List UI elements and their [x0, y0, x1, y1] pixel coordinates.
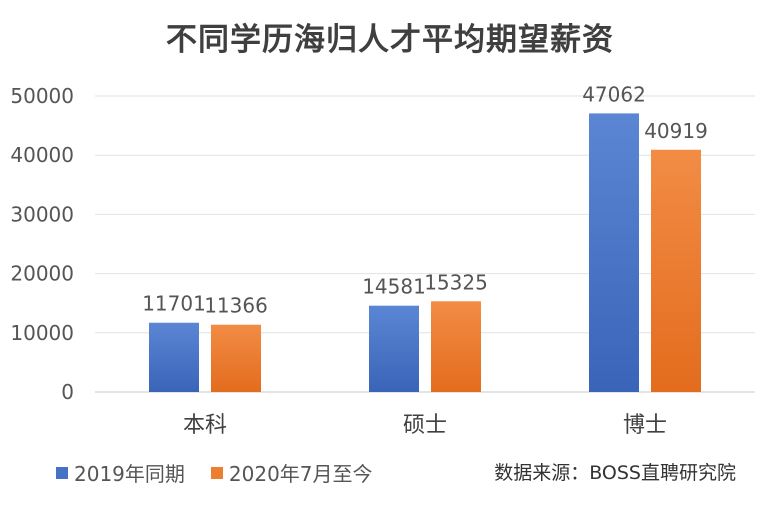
- y-tick-label: 0: [61, 380, 74, 404]
- bars: [149, 113, 701, 393]
- data-label-1-3: 47062: [582, 82, 646, 106]
- x-axis-categories: 本科 硕士 博士: [183, 413, 667, 438]
- y-tick-label: 40000: [10, 143, 74, 167]
- data-label-1-1: 11701: [142, 292, 206, 316]
- legend-swatch-series-1: [56, 466, 68, 479]
- data-label-1-2: 14581: [362, 275, 426, 299]
- bar-1-3: [589, 113, 639, 393]
- data-label-2-2: 15325: [424, 270, 488, 294]
- category-label: 博士: [623, 413, 667, 438]
- y-axis-ticks: 0 10000 20000 30000 40000 50000: [10, 84, 74, 404]
- legend-label-series-1: 2019年同期: [74, 462, 185, 486]
- y-tick-label: 50000: [10, 84, 74, 108]
- bar-1-1: [149, 322, 199, 392]
- legend-label-series-2: 2020年7月至今: [228, 462, 373, 486]
- legend-item-series-1: 2019年同期: [56, 458, 185, 487]
- bar-2-3: [651, 149, 701, 392]
- legend: 2019年同期 2020年7月至今: [56, 458, 399, 487]
- y-tick-label: 10000: [10, 321, 74, 345]
- data-label-2-3: 40919: [644, 119, 708, 143]
- legend-item-series-2: 2020年7月至今: [210, 458, 373, 487]
- gridlines: [95, 95, 755, 393]
- legend-swatch-series-2: [210, 466, 223, 479]
- y-tick-label: 20000: [10, 262, 74, 286]
- bar-2-1: [211, 324, 261, 392]
- data-label-2-1: 11366: [204, 294, 268, 318]
- chart-title: 不同学历海归人才平均期望薪资: [166, 22, 614, 58]
- y-tick-label: 30000: [10, 202, 74, 226]
- bar-1-2: [369, 305, 419, 392]
- bar-2-2: [431, 301, 481, 392]
- category-label: 本科: [183, 413, 227, 438]
- category-label: 硕士: [403, 413, 447, 438]
- source-note: 数据来源：BOSS直聘研究院: [494, 462, 736, 484]
